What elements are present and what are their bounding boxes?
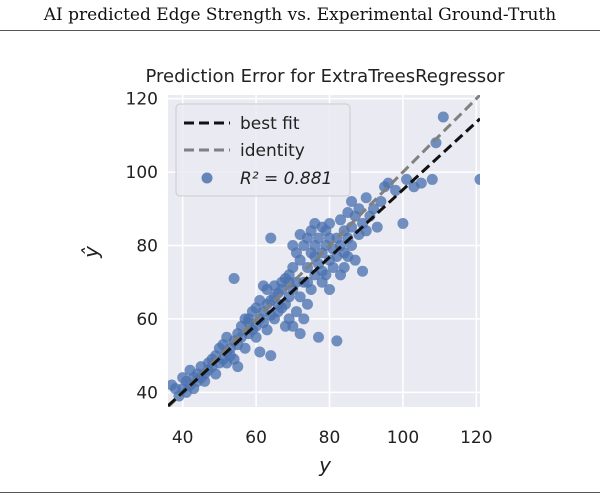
x-tick-label: 40	[172, 428, 194, 448]
data-point	[312, 331, 324, 343]
data-point	[210, 368, 222, 380]
legend-identity-label: identity	[240, 141, 305, 161]
data-point	[331, 335, 343, 347]
data-point	[360, 192, 372, 204]
x-axis-label: y	[318, 453, 332, 477]
legend-best-fit-label: best fit	[240, 114, 300, 134]
data-point	[261, 324, 273, 336]
data-point	[239, 342, 251, 354]
data-point	[357, 265, 369, 277]
x-tick-label: 100	[387, 428, 419, 448]
data-point	[324, 217, 336, 229]
x-tick-label: 60	[245, 428, 267, 448]
data-point	[346, 195, 358, 207]
figure-caption: AI predicted Edge Strength vs. Experimen…	[43, 5, 557, 25]
data-point	[243, 313, 255, 325]
chart-title: Prediction Error for ExtraTreesRegressor	[145, 66, 505, 87]
data-point	[265, 350, 277, 362]
data-point	[349, 254, 361, 266]
data-point	[382, 177, 394, 189]
x-tick-label: 120	[460, 428, 492, 448]
legend-r2-label: R² = 0.881	[240, 169, 332, 189]
legend-points-swatch	[201, 172, 213, 184]
data-point	[301, 298, 313, 310]
data-point	[254, 346, 266, 358]
y-tick-label: 120	[126, 90, 158, 110]
data-point	[327, 262, 339, 274]
data-point	[338, 262, 350, 274]
y-axis-label: ŷ	[79, 245, 103, 259]
data-point	[294, 328, 306, 340]
data-point	[290, 306, 302, 318]
data-point	[415, 177, 427, 189]
y-tick-label: 60	[136, 310, 158, 330]
y-tick-label: 80	[136, 236, 158, 256]
data-point	[312, 232, 324, 244]
caption-rule-bottom	[0, 492, 600, 493]
data-point	[401, 173, 413, 185]
legend: best fit identity R² = 0.881	[175, 103, 351, 197]
best-fit-line	[168, 117, 480, 407]
caption-rule-top	[0, 30, 600, 31]
data-point	[298, 313, 310, 325]
data-point	[474, 173, 480, 185]
y-tick-label: 40	[136, 383, 158, 403]
data-point	[426, 173, 438, 185]
data-point	[397, 217, 409, 229]
data-point	[346, 239, 358, 251]
data-point	[265, 232, 277, 244]
plot-area: 40 60 80 100 120 40 60 80 100 120 best fit identity…	[126, 90, 493, 448]
data-point	[375, 195, 387, 207]
data-point	[371, 221, 383, 233]
data-point	[228, 273, 240, 285]
data-point	[294, 254, 306, 266]
identity-line	[168, 95, 480, 407]
data-point	[360, 225, 372, 237]
y-tick-label: 100	[126, 163, 158, 183]
data-point	[335, 214, 347, 226]
data-point	[294, 291, 306, 303]
data-point	[437, 111, 449, 123]
data-point	[324, 284, 336, 296]
plot-marks	[168, 95, 480, 407]
data-point	[287, 262, 299, 274]
data-point	[390, 184, 402, 196]
data-point	[250, 331, 262, 343]
data-point	[232, 361, 244, 373]
legend-box	[175, 103, 351, 197]
x-tick-label: 80	[319, 428, 341, 448]
data-point	[287, 320, 299, 332]
data-point	[199, 375, 211, 387]
